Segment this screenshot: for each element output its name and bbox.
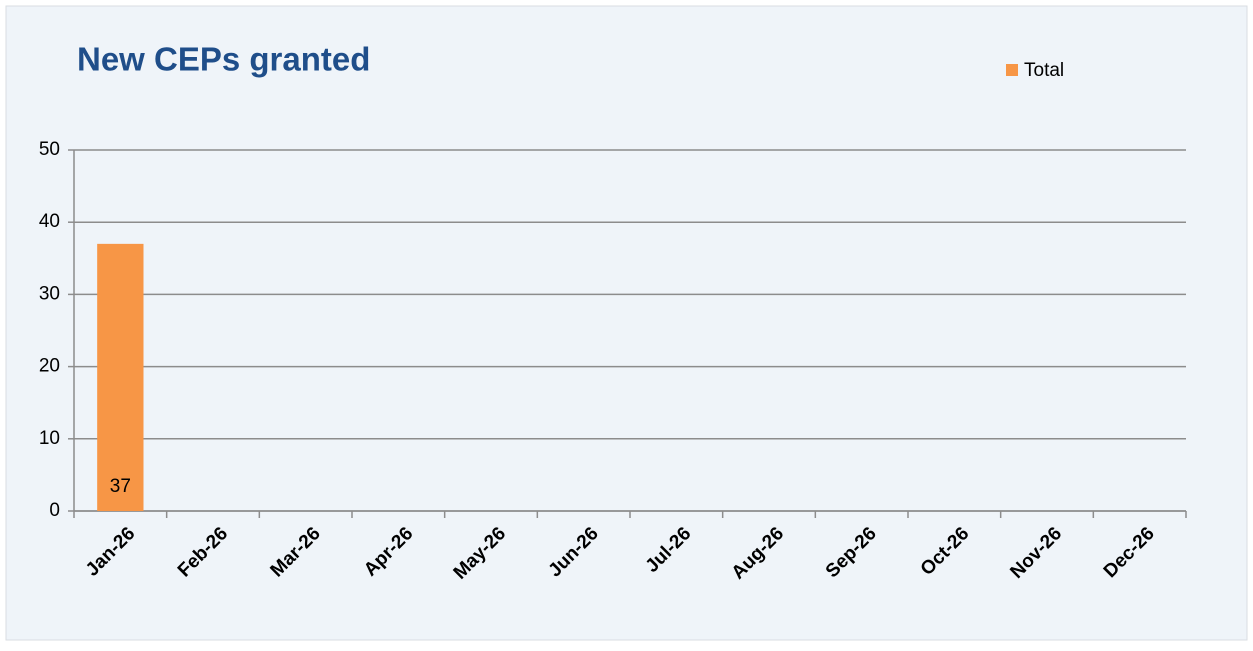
y-tick-label: 50 — [39, 139, 60, 160]
y-tick-label: 20 — [39, 356, 60, 377]
legend-label: Total — [1024, 60, 1064, 81]
bar — [97, 243, 144, 512]
data-label: 37 — [110, 476, 131, 497]
y-tick-label: 10 — [39, 428, 60, 449]
y-tick-label: 30 — [39, 283, 60, 304]
chart-background — [5, 5, 1248, 641]
y-tick-label: 40 — [39, 211, 60, 232]
legend-swatch — [1006, 64, 1018, 76]
chart-title: New CEPs granted — [77, 41, 370, 78]
y-tick-label: 0 — [49, 500, 60, 521]
